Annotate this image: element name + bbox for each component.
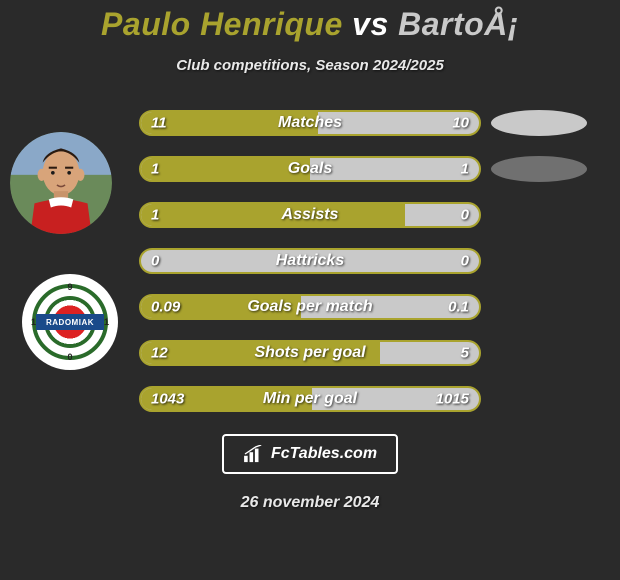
stat-bar: 0.090.1Goals per match: [139, 294, 481, 320]
stat-bar: 0 0Hattricks: [139, 248, 481, 274]
crest-num-left: 1: [31, 317, 36, 327]
stat-label: Hattricks: [141, 250, 479, 272]
stat-row: 1110Matches: [0, 110, 620, 136]
player1-name: Paulo Henrique: [101, 6, 343, 42]
footer-logo: FcTables.com: [222, 434, 398, 474]
stat-bar: 125Shots per goal: [139, 340, 481, 366]
stat-value-player2: 5: [461, 345, 469, 362]
stat-value-player1: 0.09: [151, 299, 180, 316]
crest-name: RADOMIAK: [36, 314, 104, 330]
stat-value-player1: 11: [151, 115, 167, 132]
stat-bar: 11Goals: [139, 156, 481, 182]
player2-name: BartoÅ¡: [398, 6, 519, 42]
stat-value-player2: 10: [452, 115, 469, 132]
footer-date: 26 november 2024: [0, 494, 620, 512]
subtitle: Club competitions, Season 2024/2025: [0, 57, 620, 74]
stat-value-player2: 1: [461, 161, 469, 178]
stat-value-player2: 0: [461, 253, 469, 270]
stat-value-player2: 1015: [436, 391, 469, 408]
comparison-title: Paulo Henrique vs BartoÅ¡: [0, 0, 620, 43]
crest-num-top: 9: [67, 282, 72, 292]
crest-num-right: 1: [104, 317, 109, 327]
stat-value-player1: 12: [151, 345, 168, 362]
vs-text: vs: [352, 6, 389, 42]
club-crest: RADOMIAK 9 1 0 1: [22, 274, 118, 370]
stat-value-player2: 0.1: [448, 299, 469, 316]
stat-value-player2: 0: [461, 207, 469, 224]
stat-value-player1: 1043: [151, 391, 184, 408]
player1-avatar: [10, 132, 112, 234]
stat-value-player1: 1: [151, 207, 159, 224]
side-ellipse: [491, 156, 587, 182]
chart-icon: [243, 445, 265, 463]
stat-bar: 10Assists: [139, 202, 481, 228]
stat-value-player1: 1: [151, 161, 159, 178]
stat-bar: 1110Matches: [139, 110, 481, 136]
stat-row: 0 0Hattricks: [0, 248, 620, 274]
side-ellipse: [491, 110, 587, 136]
stat-row: 10431015Min per goal: [0, 386, 620, 412]
stat-value-player1: 0: [151, 253, 159, 270]
stat-bar: 10431015Min per goal: [139, 386, 481, 412]
crest-num-bottom: 0: [67, 352, 72, 362]
footer-logo-text: FcTables.com: [271, 445, 377, 463]
